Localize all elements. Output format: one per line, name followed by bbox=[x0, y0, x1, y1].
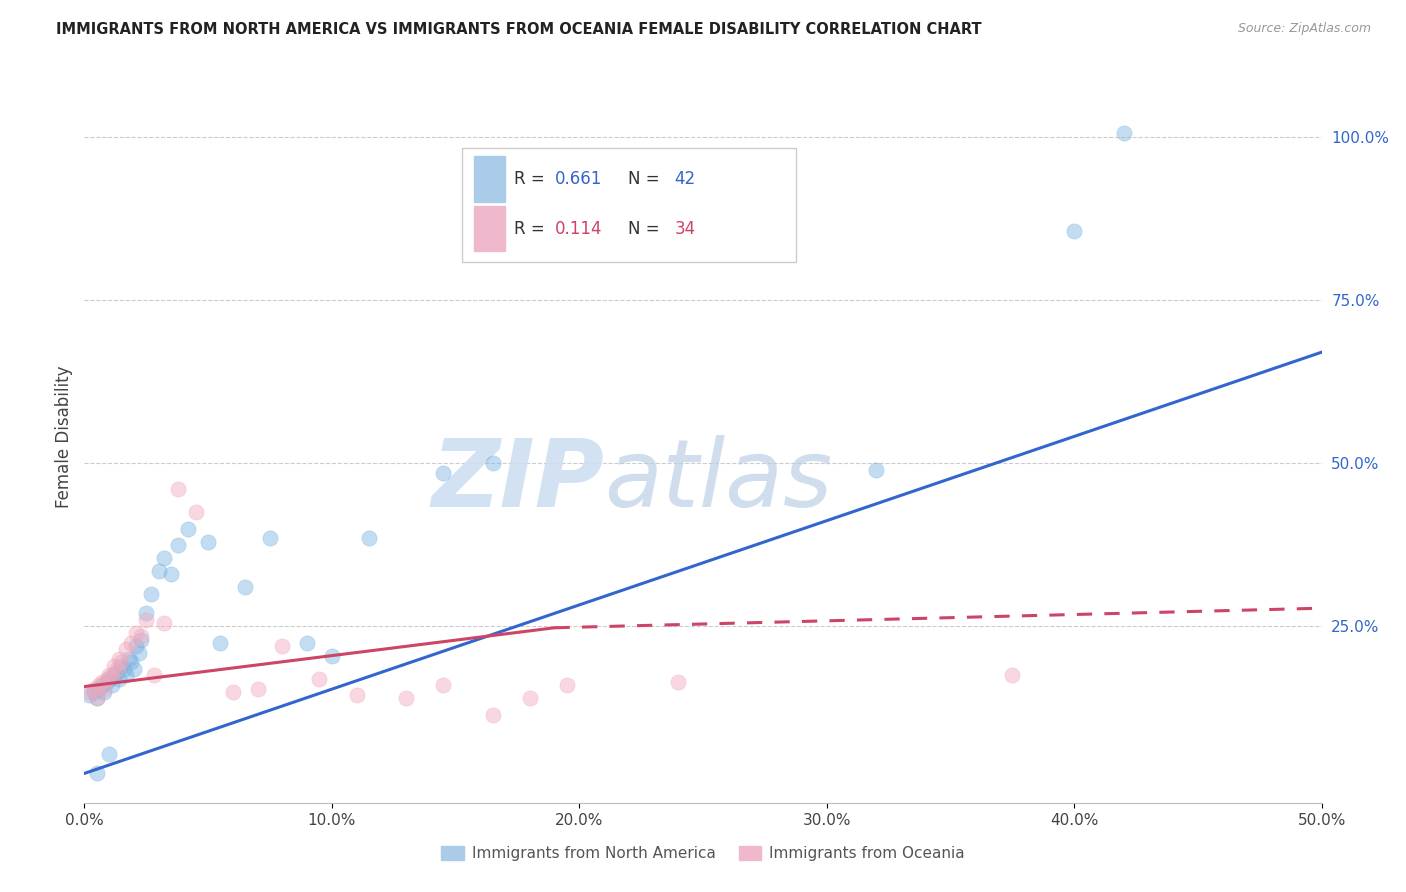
Point bbox=[120, 656, 142, 670]
Point bbox=[271, 639, 294, 653]
Point bbox=[321, 648, 343, 663]
Point bbox=[148, 564, 170, 578]
Point bbox=[865, 463, 887, 477]
Point bbox=[96, 675, 118, 690]
Point bbox=[98, 668, 121, 682]
Point bbox=[86, 691, 108, 706]
Point bbox=[519, 691, 541, 706]
Point bbox=[112, 662, 135, 676]
Point bbox=[308, 672, 330, 686]
Point bbox=[141, 587, 163, 601]
Point bbox=[90, 675, 112, 690]
Point bbox=[86, 691, 108, 706]
Point bbox=[93, 681, 115, 696]
Point bbox=[233, 580, 256, 594]
Point bbox=[666, 675, 689, 690]
Text: ZIP: ZIP bbox=[432, 435, 605, 527]
Point bbox=[259, 531, 281, 545]
Point bbox=[432, 678, 454, 692]
Point bbox=[108, 672, 131, 686]
Point bbox=[346, 688, 368, 702]
Point bbox=[357, 531, 380, 545]
Text: 0.661: 0.661 bbox=[554, 169, 602, 188]
FancyBboxPatch shape bbox=[474, 206, 505, 252]
Point bbox=[395, 691, 418, 706]
Point bbox=[152, 616, 174, 631]
Point bbox=[79, 688, 101, 702]
Point bbox=[209, 636, 232, 650]
Text: 0.114: 0.114 bbox=[554, 219, 602, 237]
Point bbox=[100, 678, 122, 692]
Point bbox=[246, 681, 269, 696]
Point bbox=[129, 629, 152, 643]
FancyBboxPatch shape bbox=[461, 148, 796, 261]
Text: 42: 42 bbox=[675, 169, 696, 188]
Point bbox=[98, 747, 121, 761]
Point bbox=[120, 636, 142, 650]
Point bbox=[83, 685, 105, 699]
Text: R =: R = bbox=[513, 169, 550, 188]
Point bbox=[129, 632, 152, 647]
Point bbox=[481, 456, 503, 470]
Point bbox=[103, 668, 125, 682]
Point bbox=[160, 567, 183, 582]
Point bbox=[167, 538, 190, 552]
Point bbox=[1001, 668, 1024, 682]
Point bbox=[432, 466, 454, 480]
Point bbox=[79, 685, 101, 699]
Point bbox=[90, 678, 112, 692]
FancyBboxPatch shape bbox=[474, 156, 505, 202]
Point bbox=[197, 534, 219, 549]
Point bbox=[118, 652, 141, 666]
Point bbox=[125, 639, 148, 653]
Text: N =: N = bbox=[627, 219, 665, 237]
Text: N =: N = bbox=[627, 169, 665, 188]
Legend: Immigrants from North America, Immigrants from Oceania: Immigrants from North America, Immigrant… bbox=[441, 846, 965, 861]
Point bbox=[98, 672, 121, 686]
Point bbox=[152, 550, 174, 565]
Point bbox=[184, 505, 207, 519]
Point bbox=[86, 766, 108, 780]
Point bbox=[100, 668, 122, 682]
Point bbox=[1063, 224, 1085, 238]
Point bbox=[105, 665, 128, 680]
Point bbox=[295, 636, 318, 650]
Point bbox=[1112, 127, 1135, 141]
Point bbox=[103, 658, 125, 673]
Point bbox=[142, 668, 165, 682]
Point bbox=[135, 613, 157, 627]
Y-axis label: Female Disability: Female Disability bbox=[55, 366, 73, 508]
Point bbox=[135, 607, 157, 621]
Point bbox=[83, 681, 105, 696]
Point bbox=[125, 626, 148, 640]
Point bbox=[110, 658, 132, 673]
Point bbox=[89, 678, 111, 692]
Point bbox=[167, 483, 190, 497]
Point bbox=[108, 652, 131, 666]
Point bbox=[89, 681, 111, 696]
Point bbox=[110, 656, 132, 670]
Point bbox=[105, 662, 128, 676]
Point bbox=[555, 678, 578, 692]
Text: atlas: atlas bbox=[605, 435, 832, 526]
Point bbox=[177, 521, 200, 535]
Text: 34: 34 bbox=[675, 219, 696, 237]
Point bbox=[93, 685, 115, 699]
Point bbox=[115, 668, 138, 682]
Point bbox=[122, 662, 145, 676]
Text: IMMIGRANTS FROM NORTH AMERICA VS IMMIGRANTS FROM OCEANIA FEMALE DISABILITY CORRE: IMMIGRANTS FROM NORTH AMERICA VS IMMIGRA… bbox=[56, 22, 981, 37]
Point bbox=[481, 707, 503, 722]
Point bbox=[96, 672, 118, 686]
Text: R =: R = bbox=[513, 219, 550, 237]
Point bbox=[222, 685, 245, 699]
Text: Source: ZipAtlas.com: Source: ZipAtlas.com bbox=[1237, 22, 1371, 36]
Point bbox=[115, 642, 138, 657]
Point bbox=[128, 646, 150, 660]
